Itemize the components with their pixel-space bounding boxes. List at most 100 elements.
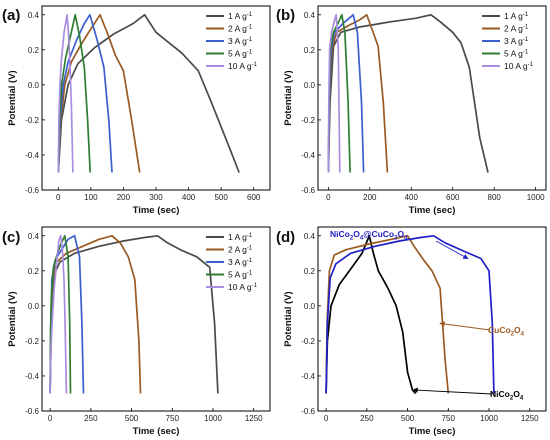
legend-label: 1 A g-1: [504, 11, 529, 21]
x-tick-label: 1250: [521, 414, 539, 423]
x-tick-label: 250: [360, 414, 374, 423]
x-tick-label: 750: [442, 414, 456, 423]
series-line-4: [57, 13, 74, 173]
legend-label: 3 A g-1: [504, 36, 529, 46]
series-line-3: [57, 13, 92, 173]
x-tick-label: 0: [324, 414, 329, 423]
y-tick-label: 0.2: [28, 267, 40, 276]
x-tick-label: 500: [401, 414, 415, 423]
x-axis-title: Time (sec): [409, 205, 456, 216]
y-axis-title: Potential (V): [283, 291, 294, 346]
series-line-4: [327, 13, 341, 173]
y-tick-label: -0.4: [25, 151, 39, 160]
y-tick-label: 0.0: [28, 81, 40, 90]
y-tick-label: -0.4: [301, 151, 315, 160]
legend-label: 2 A g-1: [228, 245, 253, 255]
annotation-label: CuCo2O4: [488, 325, 525, 338]
y-tick-label: 0.2: [304, 46, 316, 55]
legend-label: 2 A g-1: [504, 24, 529, 34]
y-tick-label: -0.6: [25, 186, 39, 195]
x-tick-label: 200: [117, 193, 131, 202]
legend-label: 3 A g-1: [228, 36, 253, 46]
x-tick-label: 0: [326, 193, 331, 202]
series-line-4: [49, 234, 68, 394]
legend-label: 1 A g-1: [228, 232, 253, 242]
legend-label: 1 A g-1: [228, 11, 253, 21]
x-tick-label: 1000: [527, 193, 545, 202]
x-tick-label: 500: [125, 414, 139, 423]
x-tick-label: 1250: [245, 414, 263, 423]
x-tick-label: 300: [149, 193, 163, 202]
x-tick-label: 100: [84, 193, 98, 202]
annotation-label: NiCo2O4@CuCo2O4: [330, 229, 408, 242]
y-tick-label: 0.4: [304, 11, 316, 20]
y-tick-label: -0.4: [301, 372, 315, 381]
y-tick-label: 0.2: [304, 267, 316, 276]
panel-a: 0 100 200 300 400 500 600 -0.6 -0.4 -0.2 0.0 0.2 0.4…: [2, 5, 271, 216]
x-tick-label: 600: [247, 193, 261, 202]
x-axis-title: Time (sec): [409, 426, 456, 437]
panel-label: (b): [276, 7, 295, 24]
series-line-0: [49, 234, 219, 394]
y-axis-title: Potential (V): [7, 70, 18, 125]
legend-label: 5 A g-1: [504, 49, 529, 59]
x-tick-label: 400: [182, 193, 196, 202]
y-tick-label: 0.4: [304, 232, 316, 241]
x-tick-label: 1000: [480, 414, 498, 423]
annotation-arrow: [412, 387, 493, 395]
panel-label: (a): [2, 7, 20, 24]
x-tick-label: 0: [56, 193, 61, 202]
annotation-arrow: [435, 240, 469, 259]
y-tick-label: -0.6: [25, 407, 39, 416]
y-tick-label: 0.0: [28, 302, 40, 311]
y-tick-label: -0.2: [301, 116, 315, 125]
plot-frame: [41, 226, 271, 412]
legend-label: 5 A g-1: [228, 49, 253, 59]
series-line-2: [57, 13, 113, 173]
x-tick-label: 250: [84, 414, 98, 423]
panel-d: 0 250 500 750 1000 1250 -0.6 -0.4 -0.2 0.0 0.2 0.4 T…: [276, 226, 547, 437]
x-tick-label: 600: [446, 193, 460, 202]
series-line-1: [325, 234, 450, 394]
legend-label: 10 A g-1: [228, 61, 258, 71]
legend-label: 3 A g-1: [228, 257, 253, 267]
y-tick-label: 0.0: [304, 81, 316, 90]
annotation-label: NiCo2O4: [490, 389, 524, 402]
series-line-0: [325, 234, 417, 395]
panel-c: 0 250 500 750 1000 1250 -0.6 -0.4 -0.2 0.0 0.2 0.4 T…: [2, 226, 271, 437]
y-axis-title: Potential (V): [283, 70, 294, 125]
panel-label: (c): [2, 229, 20, 246]
y-tick-label: -0.2: [25, 116, 39, 125]
y-tick-label: 0.0: [304, 302, 316, 311]
x-axis-title: Time (sec): [133, 205, 180, 216]
y-tick-label: -0.6: [301, 186, 315, 195]
series-line-1: [57, 13, 141, 173]
legend-label: 5 A g-1: [228, 270, 253, 280]
x-tick-label: 800: [488, 193, 502, 202]
legend-label: 10 A g-1: [228, 282, 258, 292]
plot-frame: [317, 226, 547, 412]
legend-label: 10 A g-1: [504, 61, 534, 71]
legend-label: 2 A g-1: [228, 24, 253, 34]
x-tick-label: 200: [363, 193, 377, 202]
panel-label: (d): [276, 229, 295, 246]
x-tick-label: 500: [214, 193, 228, 202]
y-tick-label: -0.4: [25, 372, 39, 381]
plot-frame: [317, 5, 547, 191]
x-tick-label: 750: [166, 414, 180, 423]
y-tick-label: -0.2: [301, 337, 315, 346]
y-axis-title: Potential (V): [7, 291, 18, 346]
y-tick-label: -0.6: [301, 407, 315, 416]
y-tick-label: 0.4: [28, 232, 40, 241]
x-tick-label: 400: [405, 193, 419, 202]
x-axis-title: Time (sec): [133, 426, 180, 437]
y-tick-label: 0.4: [28, 11, 40, 20]
panel-b: 0 200 400 600 800 1000 -0.6 -0.4 -0.2 0.0 0.2 0.4 Ti…: [276, 5, 547, 216]
annotation-arrow: [439, 321, 491, 331]
series-line-3: [49, 234, 72, 394]
series-line-2: [325, 234, 495, 394]
y-tick-label: 0.2: [28, 46, 40, 55]
y-tick-label: -0.2: [25, 337, 39, 346]
x-tick-label: 0: [48, 414, 53, 423]
